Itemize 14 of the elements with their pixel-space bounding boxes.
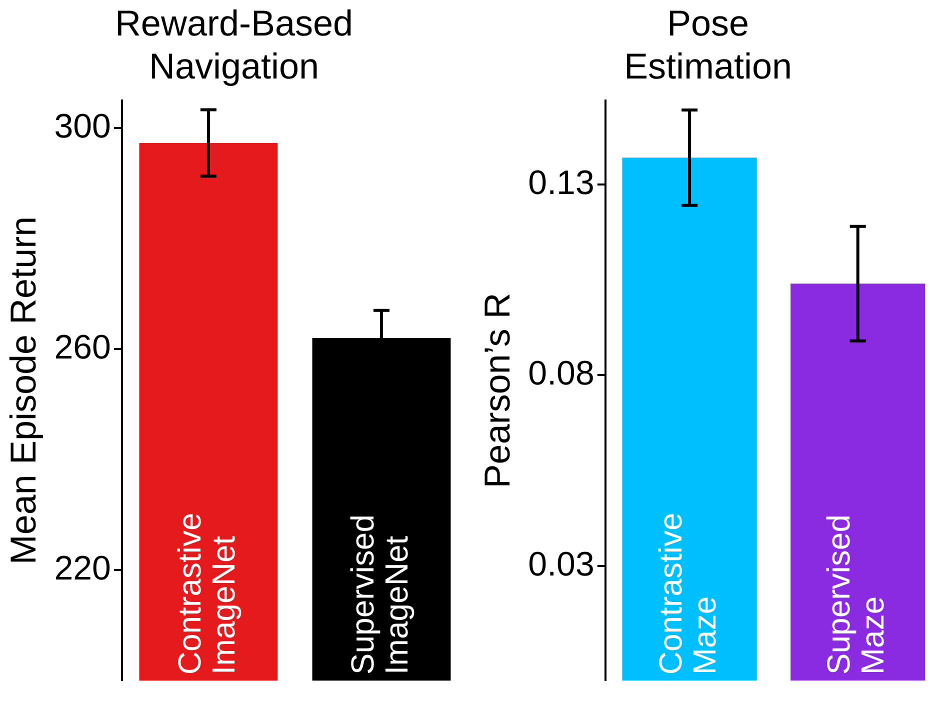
y-tick-label: 0.13 [528,164,594,202]
chart-title: Pose Estimation [624,2,792,87]
category-label: Supervised ImageNet [344,514,414,675]
category-label: Contrastive ImageNet [171,512,242,675]
category-label: Supervised Maze [820,514,891,675]
y-tick-label: 220 [54,549,111,588]
y-tick-label: 260 [54,328,111,366]
chart-title: Reward-Based Navigation [114,2,354,87]
y-tick-label: 0.08 [528,354,594,393]
y-axis-title: Pearson’s R [476,292,518,488]
y-tick-label: 300 [54,107,111,146]
y-axis-title: Mean Episode Return [2,216,44,565]
category-label: Contrastive Maze [652,512,722,675]
y-tick-label: 0.03 [528,545,594,584]
